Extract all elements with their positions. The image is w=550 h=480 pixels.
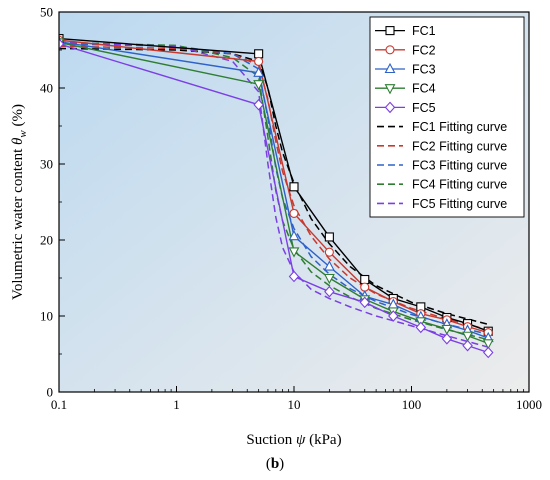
axes-layer: 0.1 1 10 100 1000 0 10 20 30 40 50 [40, 5, 542, 413]
data-point [323, 273, 335, 285]
x-tick-label: 100 [402, 397, 422, 412]
legend-label: FC1 Fitting curve [412, 120, 507, 134]
data-point [253, 66, 265, 77]
data-point [253, 80, 265, 91]
legend-label: FC2 [412, 43, 436, 57]
legend-label: FC2 Fitting curve [412, 139, 507, 153]
data-point [289, 182, 299, 192]
y-tick-label: 0 [47, 385, 54, 400]
legend-label: FC5 [412, 101, 436, 115]
y-tick-label: 20 [40, 233, 53, 248]
y-tick-label: 10 [40, 309, 53, 324]
legend-label: FC4 Fitting curve [412, 178, 507, 192]
data-point [462, 331, 473, 342]
chart: 0.1 1 10 100 1000 0 10 20 30 40 50 FC1 FC2 FC3 FC4 FC5… [10, 5, 542, 449]
x-tick-label: 1 [173, 397, 180, 412]
x-axis-title: Suction ψ (kPa) [246, 432, 341, 448]
legend-marker [385, 45, 395, 55]
data-point [441, 324, 453, 336]
data-point [324, 247, 334, 257]
data-point [254, 49, 264, 59]
data-point [482, 339, 494, 350]
x-tick-label: 1000 [516, 397, 542, 412]
y-tick-label: 50 [40, 5, 53, 20]
figure-caption: (b) [265, 456, 285, 472]
legend: FC1 FC2 FC3 FC4 FC5 FC1 Fitting curve FC2 Fitt… [369, 16, 525, 218]
fit-curve-line [59, 47, 489, 326]
series-line [59, 37, 489, 332]
data-point [59, 38, 65, 50]
series-line [59, 39, 489, 334]
data-point [288, 247, 300, 258]
fit-curve-line [59, 43, 489, 335]
data-point [324, 285, 335, 298]
y-tick-label: 40 [40, 81, 53, 96]
data-point [359, 296, 370, 309]
legend-label: FC4 [412, 82, 436, 96]
series-line [59, 40, 489, 339]
series-line [59, 43, 489, 354]
y-axis-title: Volumetric water content θw (%) [10, 104, 29, 300]
figure-caption-letter: b [270, 456, 280, 472]
x-tick-label: 0.1 [51, 397, 67, 412]
data-point [324, 232, 334, 242]
data-point [462, 339, 473, 352]
legend-marker [384, 62, 396, 74]
data-point [288, 270, 300, 283]
legend-label: FC1 [412, 24, 436, 38]
legend-label: FC3 [412, 63, 436, 77]
data-point [289, 208, 299, 218]
data-point [483, 346, 494, 359]
series-line [59, 41, 489, 345]
data-point [441, 332, 453, 345]
data-point [254, 56, 264, 66]
data-point [415, 321, 427, 334]
data-point [288, 230, 300, 241]
data-point [388, 310, 399, 322]
fit-curve-line [59, 45, 489, 331]
legend-marker [384, 84, 396, 95]
legend-label: FC3 Fitting curve [412, 159, 507, 173]
fit-curve-line [59, 41, 489, 341]
x-tick-label: 10 [288, 397, 301, 412]
legend-marker [385, 26, 395, 36]
data-point [360, 282, 370, 292]
legend-marker [384, 101, 396, 114]
data-point [360, 274, 370, 285]
y-tick-label: 30 [40, 157, 53, 172]
data-point [323, 260, 335, 271]
data-point [253, 98, 264, 111]
series-layer [59, 34, 494, 359]
legend-label: FC5 Fitting curve [412, 197, 507, 211]
